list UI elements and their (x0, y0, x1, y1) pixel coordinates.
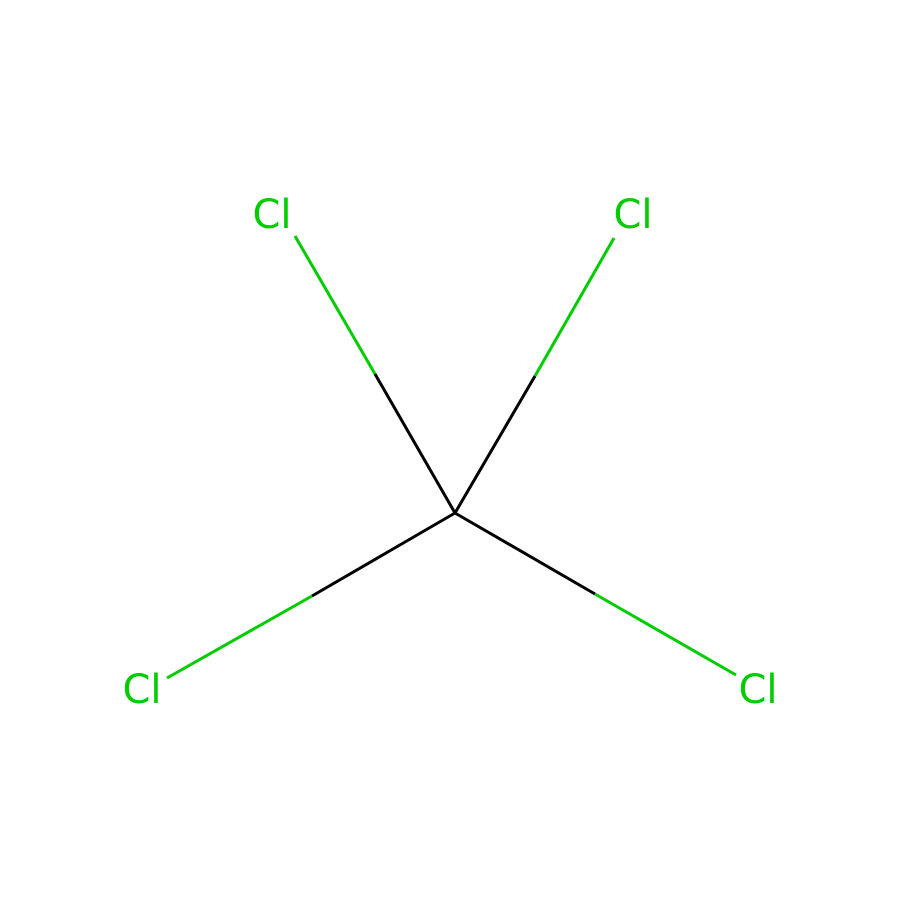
bond-carbon-half (311, 511, 456, 598)
bond-c-cl-lower-left (166, 511, 456, 680)
atom-label-cl-upper-left: Cl (252, 192, 291, 238)
bond-carbon-half (453, 375, 537, 514)
bond-carbon-half (454, 511, 596, 596)
bond-chlorine-half (594, 592, 737, 677)
bond-chlorine-half (533, 237, 616, 377)
bond-c-cl-upper-right (453, 237, 616, 514)
bond-c-cl-upper-left (293, 235, 457, 514)
bond-chlorine-half (166, 594, 313, 680)
bond-carbon-half (373, 373, 457, 514)
bond-c-cl-lower-right (454, 511, 737, 677)
bond-chlorine-half (293, 235, 377, 375)
atom-label-cl-lower-right: Cl (738, 667, 777, 713)
atom-label-cl-lower-left: Cl (122, 667, 161, 713)
atom-label-cl-upper-right: Cl (613, 192, 652, 238)
